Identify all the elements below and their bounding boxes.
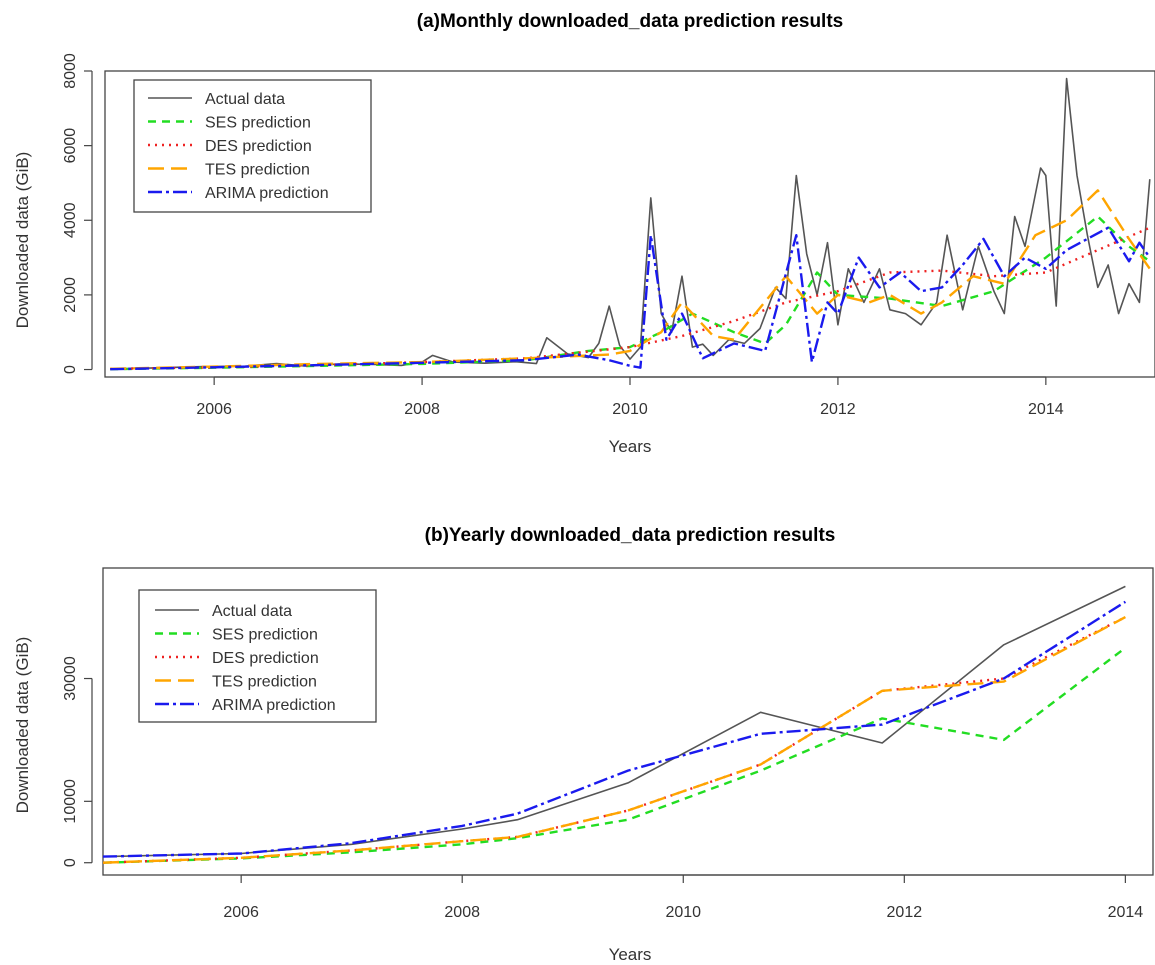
yearly-legend-label: SES prediction (212, 627, 318, 644)
monthly-legend-label: SES prediction (205, 115, 311, 132)
yearly-x-tick-label: 2010 (665, 904, 701, 921)
yearly-x-tick-label: 2008 (444, 904, 480, 921)
yearly-y-axis-label: Downloaded data (GiB) (13, 637, 32, 814)
yearly-series-lines (103, 585, 1127, 864)
monthly-series-lines (110, 77, 1151, 371)
monthly-x-tick-label: 2006 (196, 401, 232, 418)
monthly-legend-box (133, 79, 372, 213)
yearly-axis-ticks: 2006 2008 2010 2012 2014 0 10000 30000 (62, 656, 1143, 921)
monthly-y-tick-label: 4000 (62, 202, 79, 238)
yearly-legend-label: Actual data (212, 603, 292, 620)
monthly-x-axis-label: Years (609, 437, 652, 456)
monthly-axis-ticks: 2006 2008 2010 2012 2014 0 2000 4000 6000 8000 (62, 53, 1064, 418)
monthly-x-tick-label: 2012 (820, 401, 856, 418)
monthly-x-tick-label: 2010 (612, 401, 648, 418)
monthly-series-line-arima-prediction (110, 226, 1151, 371)
yearly-legend-label: DES prediction (212, 650, 319, 667)
yearly-y-tick-label: 10000 (62, 779, 79, 824)
monthly-legend-label: Actual data (205, 91, 285, 108)
monthly-legend-label: DES prediction (205, 138, 312, 155)
monthly-x-tick-label: 2014 (1028, 401, 1064, 418)
monthly-y-tick-label: 8000 (62, 53, 79, 89)
yearly-x-tick-label: 2014 (1108, 904, 1144, 921)
yearly-series-line-tes-prediction (103, 616, 1126, 864)
yearly-chart-title: (b)Yearly downloaded_data prediction res… (425, 525, 836, 546)
monthly-legend-label: ARIMA prediction (205, 185, 329, 202)
yearly-x-axis-label: Years (609, 945, 652, 964)
yearly-y-tick-label: 30000 (62, 656, 79, 701)
monthly-x-tick-label: 2008 (404, 401, 440, 418)
monthly-series-line-tes-prediction (110, 189, 1151, 370)
monthly-y-axis-label: Downloaded data (GiB) (13, 152, 32, 329)
yearly-x-tick-label: 2006 (223, 904, 259, 921)
monthly-legend: Actual data SES prediction DES prediction T… (133, 79, 372, 213)
monthly-legend-label: TES prediction (205, 162, 310, 179)
yearly-series-line-arima-prediction (103, 600, 1127, 858)
yearly-chart-panel: (b)Yearly downloaded_data prediction res… (13, 525, 1154, 964)
monthly-y-tick-label: 2000 (62, 277, 79, 313)
yearly-legend-label: ARIMA prediction (212, 697, 336, 714)
monthly-chart-title: (a)Monthly downloaded_data prediction re… (417, 11, 843, 32)
yearly-legend: Actual data SES prediction DES prediction T… (138, 589, 377, 723)
yearly-y-tick-label: 0 (62, 858, 79, 867)
monthly-series-line-actual-data (110, 77, 1151, 370)
yearly-legend-label: TES prediction (212, 674, 317, 691)
yearly-x-tick-label: 2012 (887, 904, 923, 921)
monthly-y-tick-label: 0 (62, 365, 79, 374)
yearly-legend-box (138, 589, 377, 723)
monthly-chart-panel: (a)Monthly downloaded_data prediction re… (13, 11, 1155, 456)
monthly-y-tick-label: 6000 (62, 128, 79, 164)
